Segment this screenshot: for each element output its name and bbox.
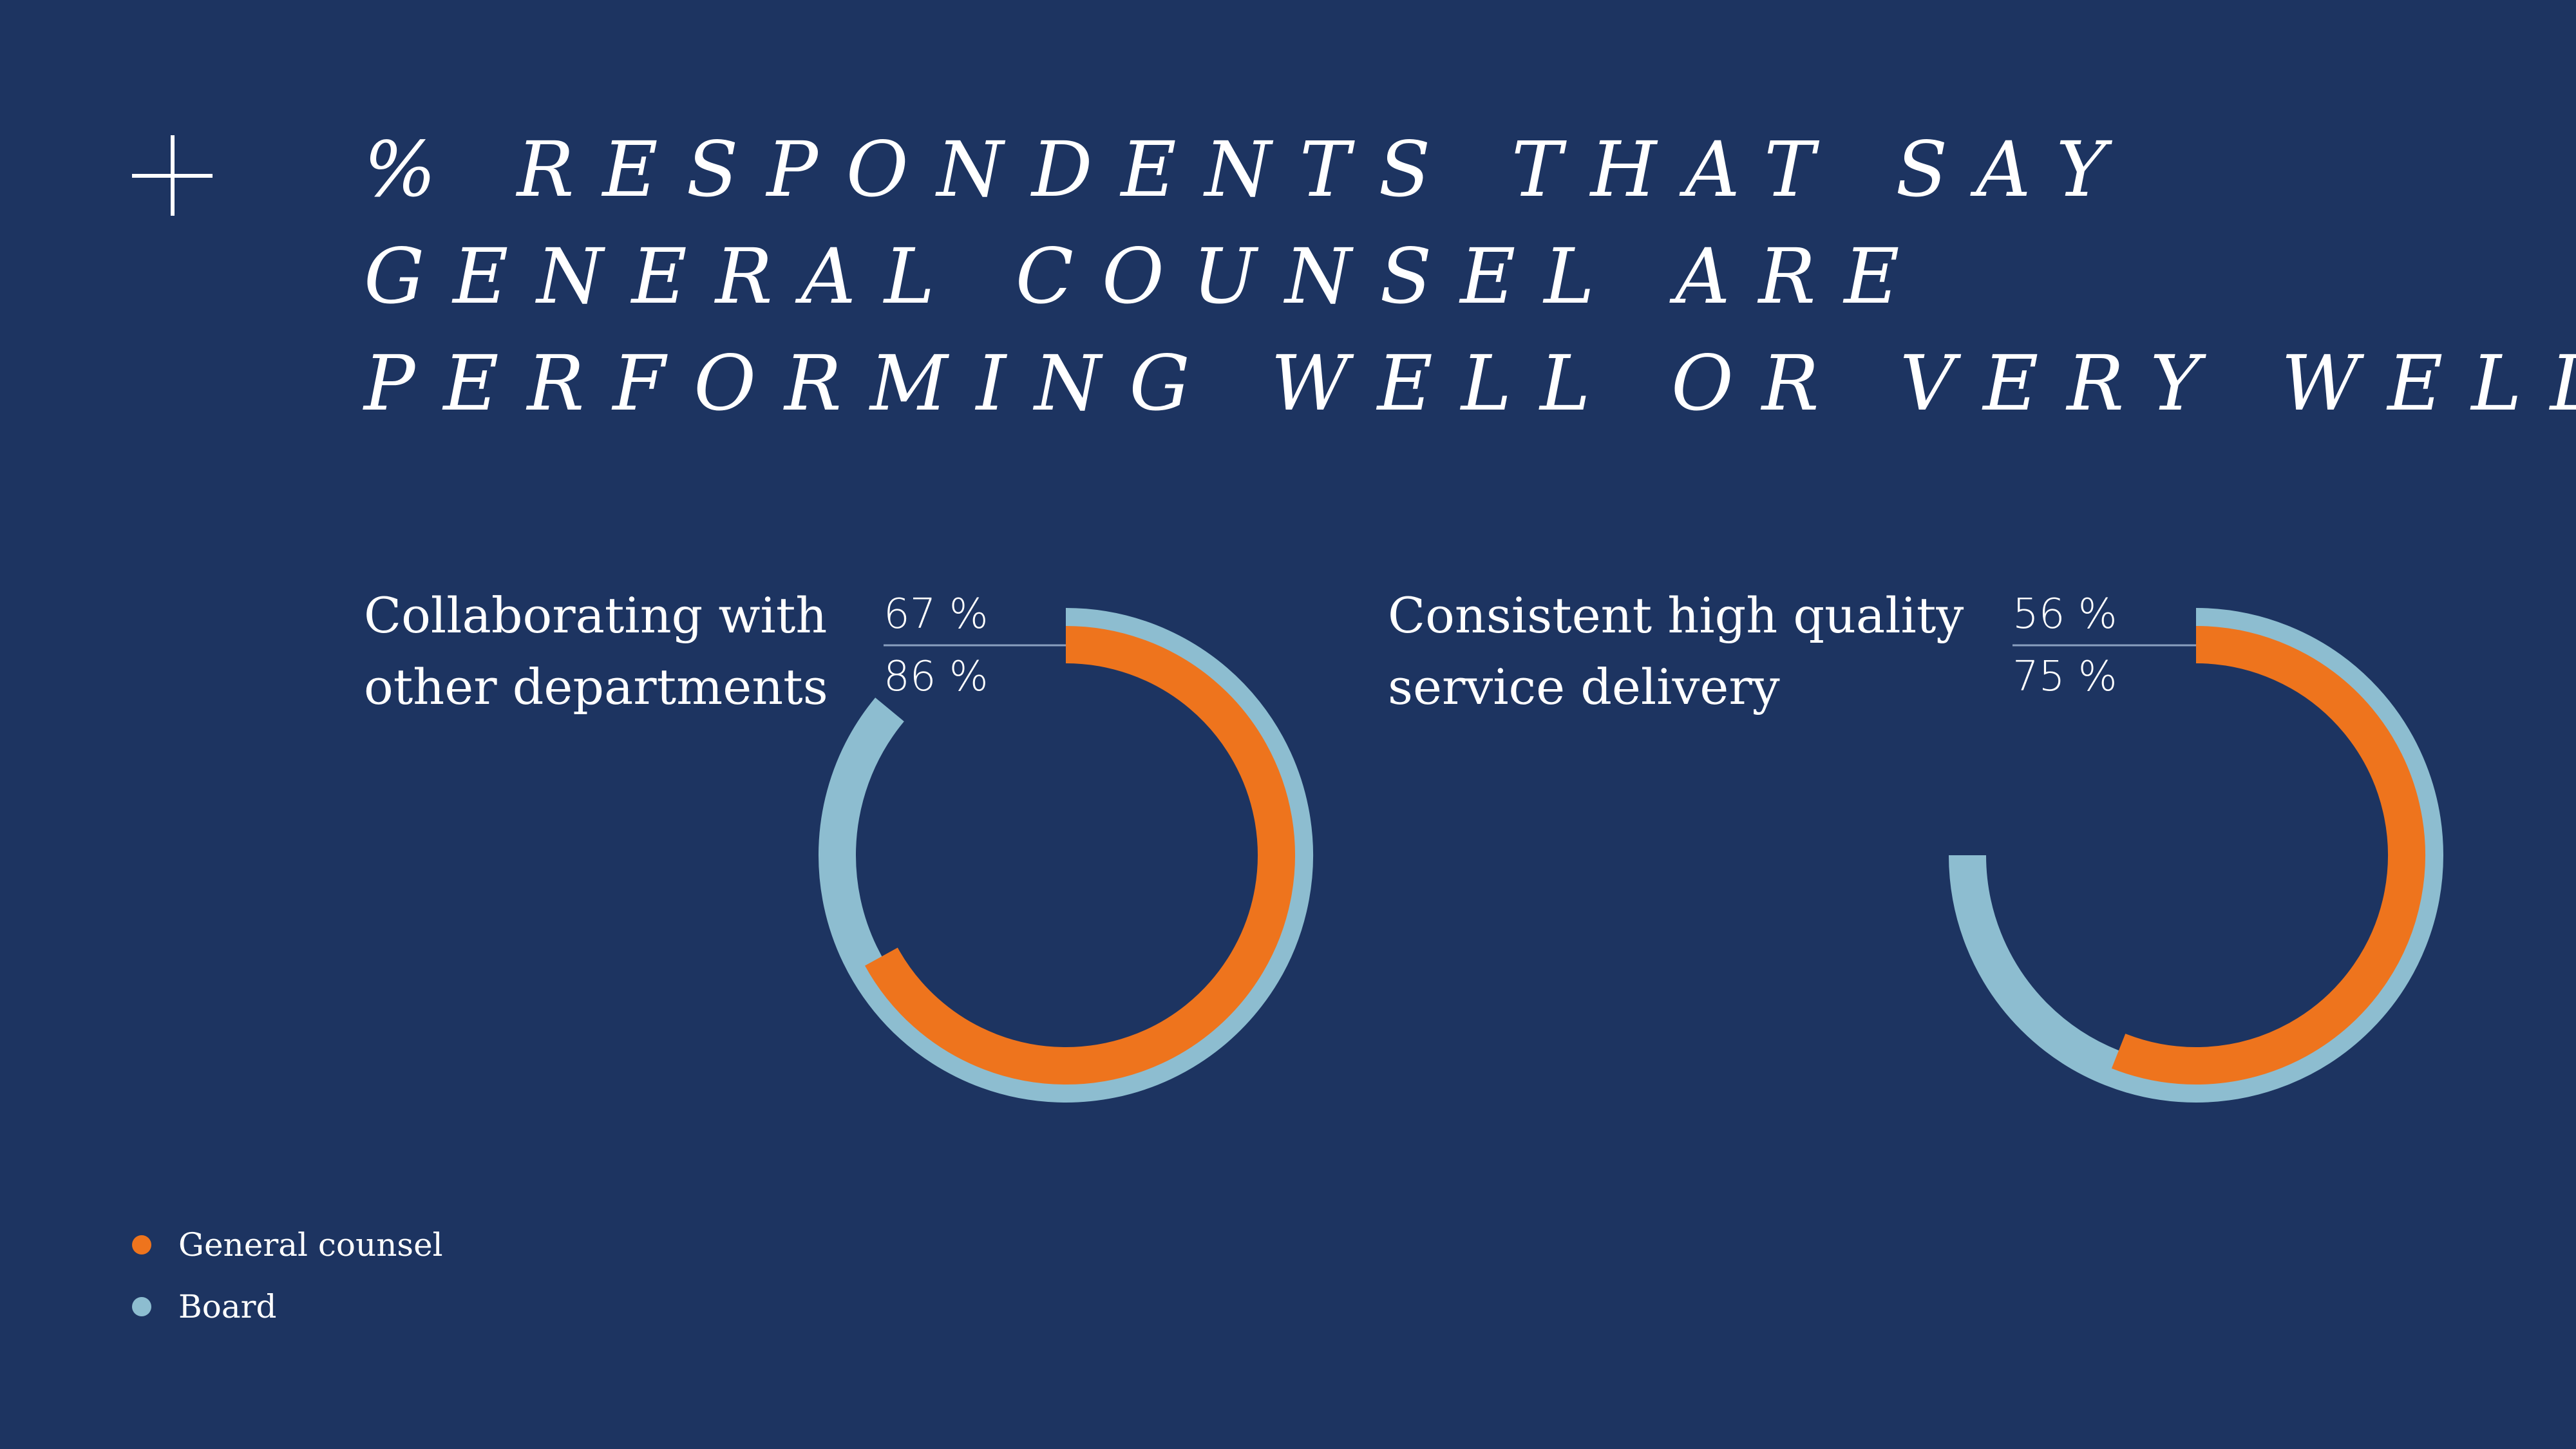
chart-1-title-line-1: Collaborating with [364, 587, 828, 644]
chart-2-title: Consistent high quality service delivery [1388, 580, 1967, 723]
page-title: % RESPONDENTS THAT SAY GENERAL COUNSEL A… [364, 116, 2576, 437]
legend-item-board: Board [132, 1276, 443, 1338]
radial-chart-2: 56 % 75 % [1949, 591, 2443, 1103]
arc-general-counsel-chart-2 [2111, 626, 2425, 1084]
legend-item-general-counsel: General counsel [132, 1214, 443, 1276]
plus-icon [132, 135, 213, 216]
radial-chart-1: 67 % 86 % [819, 591, 1313, 1103]
chart-2-title-line-1: Consistent high quality [1388, 587, 1964, 644]
legend: General counsel Board [132, 1214, 443, 1338]
value-label-general-counsel-chart-2: 56 % [2012, 591, 2117, 638]
legend-label-general-counsel: General counsel [178, 1226, 443, 1264]
orange-dot-icon [132, 1235, 151, 1255]
title-line-2: GENERAL COUNSEL ARE [364, 232, 1928, 321]
value-label-board-chart-1: 86 % [884, 653, 989, 701]
chart-1-title-line-2: other departments [364, 658, 828, 715]
title-line-3: PERFORMING WELL OR VERY WELL [364, 339, 2576, 428]
chart-2-title-line-2: service delivery [1388, 658, 1780, 715]
title-line-1: % RESPONDENTS THAT SAY [364, 125, 2135, 214]
value-label-general-counsel-chart-1: 67 % [884, 591, 989, 638]
light-blue-dot-icon [132, 1297, 151, 1316]
legend-label-board: Board [178, 1288, 277, 1325]
chart-1-title: Collaborating with other departments [364, 580, 943, 723]
value-label-board-chart-2: 75 % [2012, 653, 2117, 701]
arc-general-counsel-chart-1 [865, 626, 1295, 1084]
